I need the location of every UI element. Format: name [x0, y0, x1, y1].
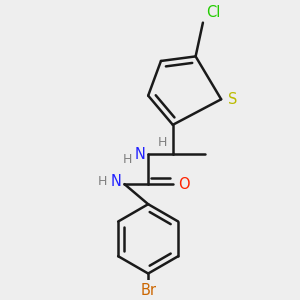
Text: H: H	[97, 175, 107, 188]
Text: N: N	[135, 146, 146, 161]
Text: S: S	[228, 92, 237, 107]
Text: Br: Br	[140, 283, 156, 298]
Text: Cl: Cl	[206, 5, 220, 20]
Text: O: O	[178, 177, 190, 192]
Text: H: H	[158, 136, 167, 148]
Text: N: N	[111, 174, 122, 189]
Text: H: H	[122, 153, 132, 166]
